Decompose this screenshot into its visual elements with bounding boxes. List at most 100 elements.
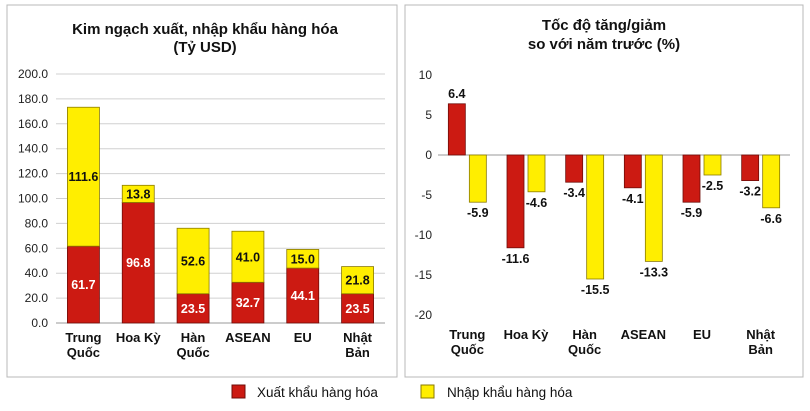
left-chart-data-labels: 61.7 111.6 96.8 13.8 23.5 52.6 32.7 41.0 44.1 15.… <box>68 170 369 316</box>
right-y-tick-label: -15 <box>415 268 433 282</box>
bar-import-0 <box>67 106 100 247</box>
growth-category-label-2: Quốc <box>568 342 601 357</box>
data-label-export-4: 44.1 <box>291 289 315 303</box>
data-label-import-5: 21.8 <box>345 274 369 288</box>
left-y-tick-label: 100.0 <box>18 192 48 206</box>
category-label-0: Trung <box>65 330 101 345</box>
growth-category-label-3: ASEAN <box>621 327 667 342</box>
data-label-import-0: 111.6 <box>68 170 98 184</box>
category-label-5: Nhật <box>343 330 373 345</box>
data-label-export-3: 32.7 <box>236 296 260 310</box>
category-label-5: Bản <box>345 345 370 360</box>
growth-bar-export-5 <box>741 154 760 182</box>
right-y-tick-label: 10 <box>419 68 433 82</box>
right-chart-y-axis: -20 -15 -10 -5 0 5 10 <box>415 68 790 322</box>
growth-bar-export-2 <box>565 154 584 183</box>
left-chart-bars <box>67 106 374 324</box>
left-chart-y-axis: 0.0 20.0 40.0 60.0 80.0 100.0 120.0 140.0 160.0 1… <box>18 67 385 330</box>
left-y-tick-label: 120.0 <box>18 167 48 181</box>
right-y-tick-label: 0 <box>425 148 432 162</box>
bar-import-2 <box>176 227 210 295</box>
growth-category-label-5: Nhật <box>746 327 776 342</box>
left-y-tick-label: 140.0 <box>18 142 48 156</box>
left-y-tick-label: 200.0 <box>18 67 48 81</box>
left-y-tick-label: 0.0 <box>31 316 48 330</box>
left-chart-title-line-1: Kim ngạch xuất, nhập khẩu hàng hóa <box>72 21 339 38</box>
growth-bar-import-2 <box>586 154 605 280</box>
growth-label-import-4: -2.5 <box>702 179 724 193</box>
category-label-0: Quốc <box>67 345 100 360</box>
left-y-tick-label: 20.0 <box>25 291 49 305</box>
data-label-export-1: 96.8 <box>126 256 150 270</box>
left-chart-trade-value: Kim ngạch xuất, nhập khẩu hàng hóa (Tỷ U… <box>18 21 385 360</box>
category-label-3: ASEAN <box>225 330 271 345</box>
data-label-import-4: 15.0 <box>291 252 315 266</box>
legend: Xuất khẩu hàng hóa Nhập khẩu hàng hóa <box>231 384 573 400</box>
data-label-export-5: 23.5 <box>345 302 369 316</box>
right-chart-data-labels: 6.4 -5.9 -11.6 -4.6 -3.4 -15.5 -4.1 -13.3 -5.9 -2… <box>448 87 782 297</box>
growth-bar-import-3 <box>644 154 663 262</box>
growth-label-export-0: 6.4 <box>448 87 465 101</box>
growth-label-export-4: -5.9 <box>681 206 703 220</box>
growth-category-label-1: Hoa Kỳ <box>504 327 550 342</box>
growth-bar-export-4 <box>682 154 701 203</box>
legend-label-import: Nhập khẩu hàng hóa <box>447 385 573 400</box>
growth-bar-export-0 <box>447 103 466 156</box>
data-label-import-2: 52.6 <box>181 254 205 268</box>
growth-label-export-2: -3.4 <box>563 186 585 200</box>
left-y-tick-label: 180.0 <box>18 92 48 106</box>
right-chart-bars <box>447 103 781 280</box>
data-label-import-3: 41.0 <box>236 250 260 264</box>
legend-label-export: Xuất khẩu hàng hóa <box>257 385 378 400</box>
right-y-tick-label: -20 <box>415 308 433 322</box>
right-y-tick-label: -10 <box>415 228 433 242</box>
growth-bar-import-5 <box>762 154 781 209</box>
data-label-import-1: 13.8 <box>126 187 150 201</box>
left-y-tick-label: 160.0 <box>18 117 48 131</box>
growth-label-import-0: -5.9 <box>467 206 489 220</box>
bar-import-4 <box>286 249 320 269</box>
right-chart-title-line-1: Tốc độ tăng/giảm <box>542 17 666 34</box>
left-y-tick-label: 80.0 <box>25 216 49 230</box>
growth-label-import-2: -15.5 <box>581 283 610 297</box>
right-y-tick-label: 5 <box>425 108 432 122</box>
growth-bar-export-3 <box>623 154 642 189</box>
category-label-2: Quốc <box>176 345 209 360</box>
right-chart-title-line-2: so với năm trước (%) <box>528 36 680 53</box>
right-chart-growth-rate: Tốc độ tăng/giảm so với năm trước (%) -2… <box>415 17 790 357</box>
bar-import-1 <box>121 184 155 203</box>
growth-label-import-3: -13.3 <box>640 265 669 279</box>
growth-bar-export-1 <box>506 154 525 249</box>
left-y-tick-label: 40.0 <box>25 266 49 280</box>
growth-category-label-0: Trung <box>449 327 485 342</box>
bar-export-0 <box>67 245 100 324</box>
category-label-2: Hàn <box>181 330 206 345</box>
growth-label-import-5: -6.6 <box>760 212 782 226</box>
left-y-tick-label: 60.0 <box>25 241 49 255</box>
legend-swatch-export <box>231 384 246 399</box>
right-y-tick-label: -5 <box>421 188 432 202</box>
growth-category-label-4: EU <box>693 327 711 342</box>
growth-label-export-5: -3.2 <box>739 185 761 199</box>
growth-label-export-3: -4.1 <box>622 192 644 206</box>
growth-bar-import-1 <box>527 154 546 193</box>
bar-import-5 <box>341 266 374 295</box>
growth-bar-import-4 <box>703 154 722 176</box>
growth-category-label-2: Hàn <box>572 327 597 342</box>
bar-export-5 <box>341 293 374 324</box>
left-chart-title-line-2: (Tỷ USD) <box>173 39 236 56</box>
data-label-export-2: 23.5 <box>181 302 205 316</box>
bar-export-1 <box>121 202 155 324</box>
growth-category-label-0: Quốc <box>451 342 484 357</box>
bar-export-3 <box>231 281 265 324</box>
bar-export-2 <box>176 293 210 324</box>
category-label-1: Hoa Kỳ <box>116 330 162 345</box>
legend-swatch-import <box>420 384 435 399</box>
bar-export-4 <box>286 267 320 324</box>
data-label-export-0: 61.7 <box>71 278 95 292</box>
growth-label-export-1: -11.6 <box>502 252 530 266</box>
